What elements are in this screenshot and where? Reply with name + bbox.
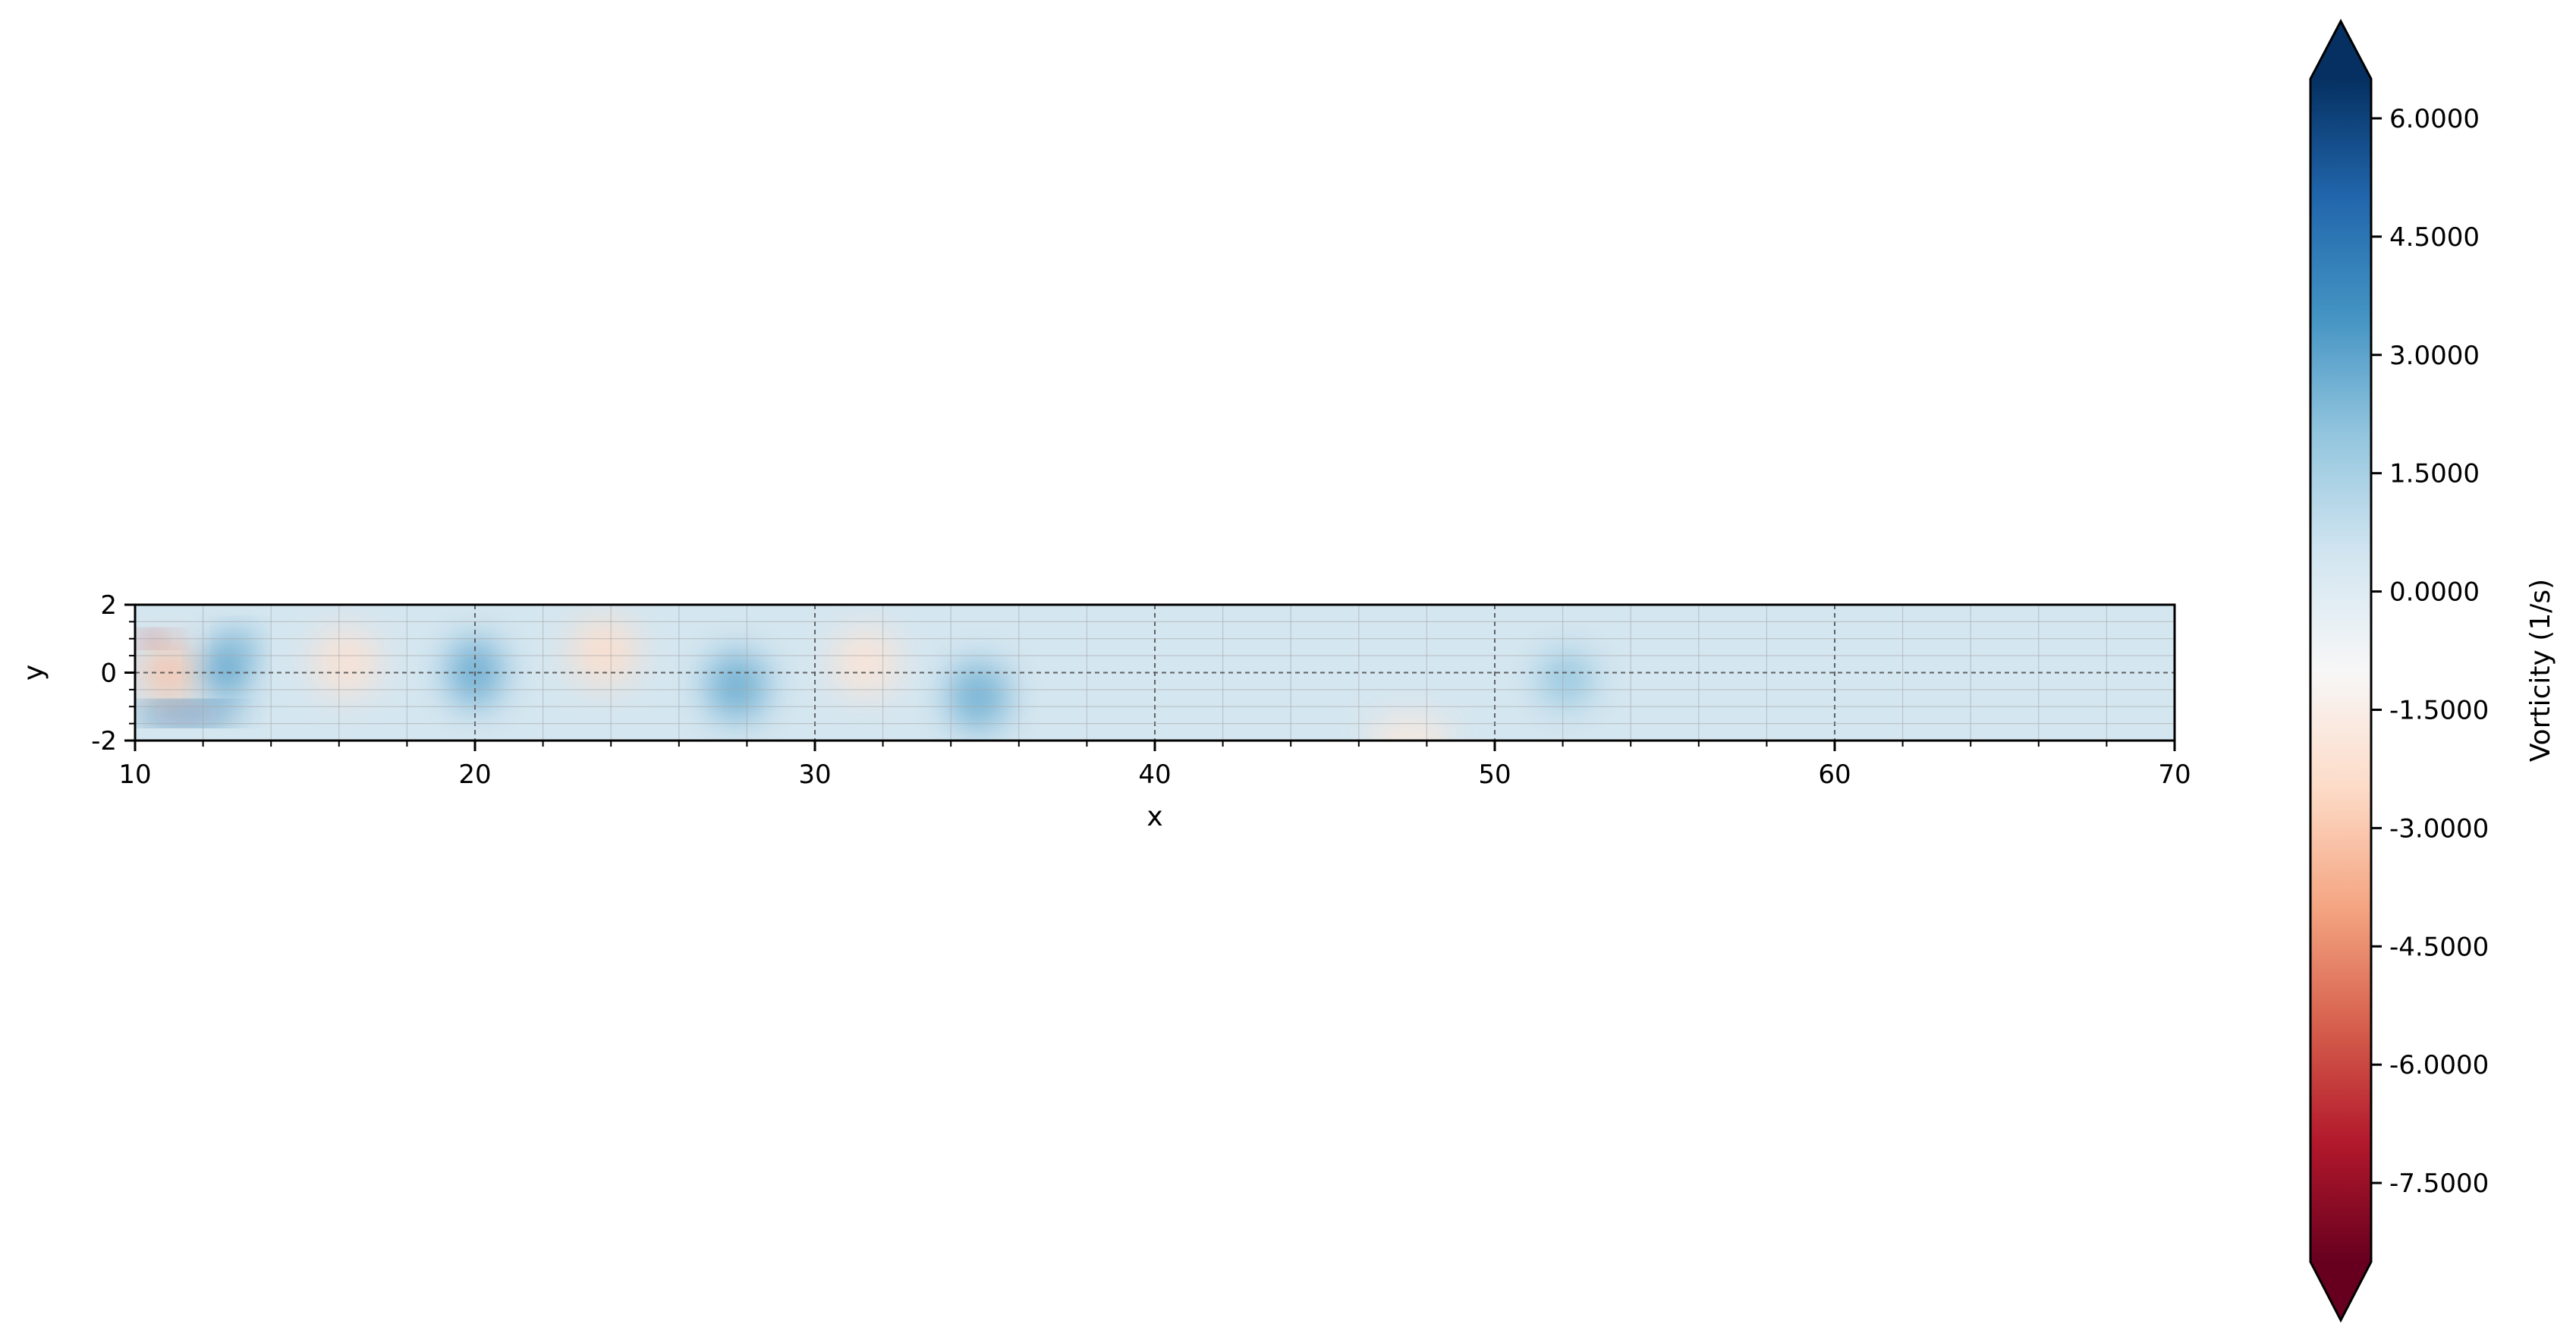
x-axis-label: x <box>1146 801 1162 832</box>
colorbar-tick-label: -1.5000 <box>2389 695 2489 725</box>
vortex-6 <box>311 628 380 697</box>
x-tick-label: 40 <box>1138 760 1171 790</box>
colorbar-max-extension <box>2310 21 2371 79</box>
colorbar-tick-label: -7.5000 <box>2389 1168 2489 1199</box>
colorbar-tick-label: 0.0000 <box>2389 577 2480 608</box>
colorbar-gradient <box>2310 79 2371 1262</box>
plot-area: 10 20 30 40 50 60 70 -2 0 2 x y <box>18 590 2191 832</box>
x-tick-label: 70 <box>2158 760 2191 790</box>
x-tick-label: 20 <box>458 760 491 790</box>
colorbar-tick-label: 6.0000 <box>2389 104 2480 134</box>
y-tick-label: -2 <box>91 726 117 756</box>
colorbar-tick-label: 4.5000 <box>2389 222 2480 253</box>
vortex-12 <box>1369 716 1451 741</box>
y-axis: -2 0 2 <box>91 590 135 756</box>
colorbar-tick-label: -3.0000 <box>2389 813 2489 844</box>
colorbar: 6.0000 4.5000 3.0000 1.5000 0.0000 -1.5000 -3.… <box>2309 18 2556 1323</box>
vortex-13 <box>1539 652 1593 707</box>
vortex-8 <box>570 618 639 687</box>
colorbar-tick-label: 1.5000 <box>2389 459 2480 489</box>
colorbar-min-extension <box>2310 1262 2371 1320</box>
y-tick-label: 0 <box>100 659 117 689</box>
x-axis: 10 20 30 40 50 60 70 <box>118 741 2191 790</box>
colorbar-label: Vorticity (1/s) <box>2525 579 2556 762</box>
vortex-3 <box>135 706 241 721</box>
x-tick-label: 60 <box>1818 760 1851 790</box>
vortex-9 <box>706 652 768 721</box>
x-tick-label: 10 <box>118 760 151 790</box>
colorbar-tick-label: -6.0000 <box>2389 1050 2489 1080</box>
y-tick-label: 2 <box>100 590 117 621</box>
x-tick-label: 50 <box>1478 760 1511 790</box>
colorbar-tick-label: 3.0000 <box>2389 341 2480 371</box>
x-tick-label: 30 <box>798 760 831 790</box>
grid-lines <box>135 605 2175 741</box>
vortex-5 <box>226 631 254 659</box>
vortex-11 <box>947 662 1009 731</box>
y-axis-label: y <box>18 665 49 681</box>
colorbar-tick-label: -4.5000 <box>2389 932 2489 962</box>
colorbar-ticks: 6.0000 4.5000 3.0000 1.5000 0.0000 -1.5000 -3.… <box>2371 104 2489 1199</box>
colorbar-outline <box>2309 18 2373 1323</box>
